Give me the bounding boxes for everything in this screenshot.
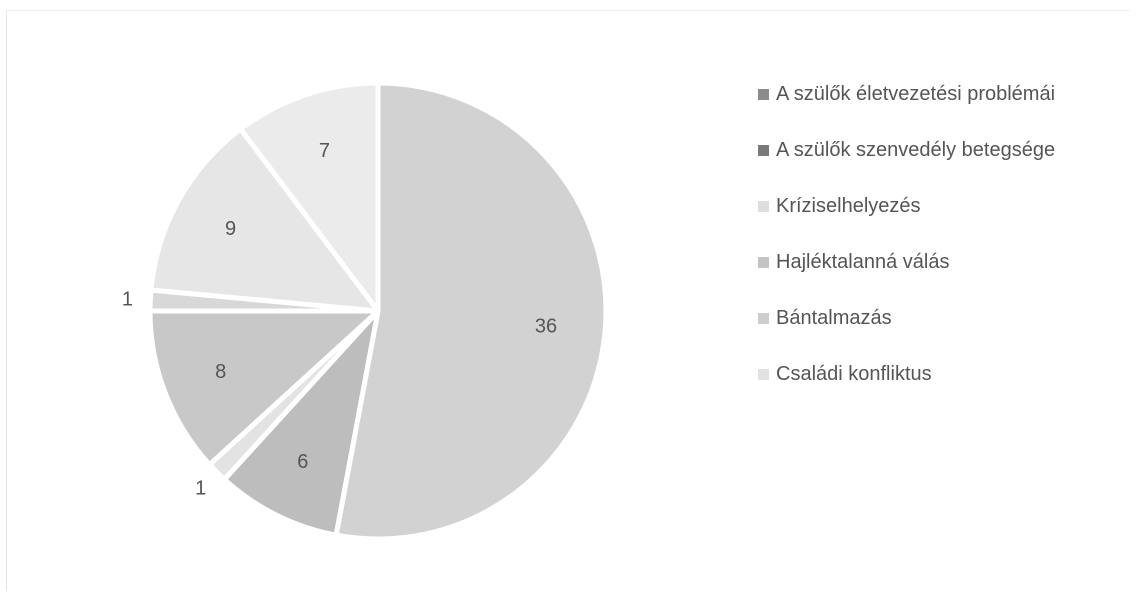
legend-swatch [758,312,769,324]
legend-label: Hajléktalanná válás [776,250,950,273]
pie-data-label: 1 [195,477,206,499]
pie-data-label: 6 [297,451,308,473]
legend-item: Kríziselhelyezés [758,178,1128,234]
chart-frame [6,10,1130,591]
legend-item: Bántalmazás [758,290,1128,346]
legend-label: Kríziselhelyezés [776,194,921,217]
chart-legend: A szülők életvezetési problémái A szülők… [758,66,1128,402]
pie-data-labels: 36 6 1 8 1 9 7 [122,140,557,499]
legend-label: A szülők szenvedély betegsége [776,138,1056,161]
pie-data-label: 9 [225,218,236,240]
legend-item: Családi konfliktus [758,346,1128,402]
pie-data-label: 7 [319,140,330,162]
pie-slice [333,80,609,542]
legend-swatch [758,144,769,156]
legend-item: A szülők életvezetési problémái [758,66,1128,122]
legend-swatch [758,200,769,212]
pie-slice [238,80,381,314]
legend-label: A szülők életvezetési problémái [776,82,1056,105]
legend-item: A szülők szenvedély betegsége [758,122,1128,178]
legend-label: Családi konfliktus [776,362,932,385]
pie-slices [147,80,609,542]
legend-swatch [758,88,769,100]
legend-swatch [758,368,769,380]
pie-slice [221,308,381,538]
pie-data-label: 8 [215,361,226,383]
legend-label: Bántalmazás [776,306,892,329]
pie-data-label: 36 [535,316,557,338]
pie-slice [148,126,381,314]
legend-swatch [758,256,769,268]
pie-data-label: 1 [122,288,133,310]
legend-item: Hajléktalanná válás [758,234,1128,290]
pie-slice [147,308,381,468]
